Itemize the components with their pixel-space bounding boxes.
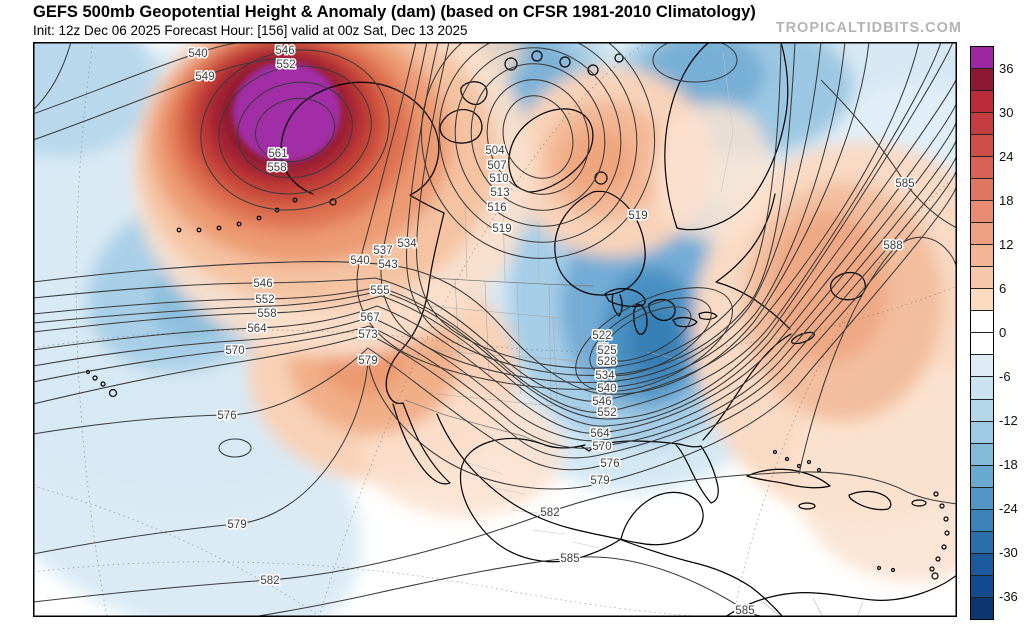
contour-label: 576: [217, 410, 236, 422]
contour-label: 513: [490, 187, 509, 199]
map-area: 540 549 546 552 561 558 546 552 558 564 570 576 579 5…: [33, 42, 957, 617]
colorbar-cell: [971, 47, 993, 69]
colorbar-cell: [971, 464, 993, 487]
colorbar-cell: [971, 310, 993, 333]
watermark: TROPICALTIDBITS.COM: [775, 20, 962, 36]
colorbar-tick: -30: [999, 545, 1018, 560]
contour-label: 582: [540, 507, 559, 519]
colorbar-cell: [971, 552, 993, 575]
contour-label: 510: [489, 173, 508, 185]
colorbar-tick: 24: [999, 149, 1014, 164]
geopotential-height-map: 5405495465525615585465525585645705765795…: [33, 42, 957, 617]
contour-label: 588: [883, 240, 902, 252]
colorbar-cell: [971, 244, 993, 267]
colorbar-cell: [971, 200, 993, 223]
contour-label: 519: [492, 223, 511, 235]
contour-label: 564: [247, 323, 267, 335]
colorbar-tick: 18: [999, 193, 1014, 208]
colorbar-cell: [971, 354, 993, 377]
colorbar-tick: -6: [999, 369, 1011, 384]
contour-label: 579: [358, 355, 377, 367]
colorbar-cell: [971, 134, 993, 157]
colorbar-cell: [971, 486, 993, 509]
contour-label: 558: [267, 162, 286, 174]
contour-label: 579: [590, 475, 609, 487]
colorbar: [970, 46, 994, 620]
contour-label: 534: [595, 370, 615, 382]
contour-label: 585: [735, 605, 754, 617]
contour-label: 585: [895, 178, 914, 190]
colorbar-cell: [971, 574, 993, 597]
contour-label: 525: [597, 345, 616, 357]
height-contours: [33, 42, 957, 617]
colorbar-cell: [971, 222, 993, 245]
colorbar-tick: -24: [999, 501, 1018, 516]
colorbar-cell: [971, 398, 993, 421]
colorbar-cell: [971, 508, 993, 531]
contour-label: 516: [487, 202, 506, 214]
colorbar-cell: [971, 442, 993, 465]
contour-label: 507: [487, 160, 506, 172]
colorbar-cell: [971, 266, 993, 289]
colorbar-cell: [971, 178, 993, 201]
colorbar-tick: 30: [999, 105, 1014, 120]
contour-label: 552: [255, 294, 274, 306]
contour-label: 534: [397, 238, 417, 250]
contour-label: 546: [253, 278, 272, 290]
colorbar-tick: 0: [999, 325, 1007, 340]
contour-label: 504: [485, 145, 505, 157]
colorbar-cell: [971, 90, 993, 113]
contour-label: 561: [268, 148, 287, 160]
contour-label: 519: [628, 210, 647, 222]
contour-label: 579: [227, 519, 246, 531]
contour-label: 558: [257, 308, 276, 320]
colorbar-tick: 36: [999, 61, 1014, 76]
contour-label: 585: [560, 553, 579, 565]
colorbar-cell: [971, 112, 993, 135]
contour-label: 552: [276, 59, 295, 71]
contour-label: 567: [360, 312, 379, 324]
colorbar-cell: [971, 596, 993, 619]
contour-label: 537: [373, 245, 392, 257]
init-forecast-line: Init: 12z Dec 06 2025 Forecast Hour: [15…: [33, 23, 468, 38]
colorbar-cell: [971, 68, 993, 91]
contour-label: 543: [378, 259, 397, 271]
colorbar-tick: 12: [999, 237, 1014, 252]
contour-label: MIN: [598, 343, 608, 349]
colorbar-tick: -18: [999, 457, 1018, 472]
colorbar-cell: [971, 420, 993, 443]
colorbar-cell: [971, 530, 993, 553]
colorbar-cell: [971, 332, 993, 355]
colorbar-cell: [971, 376, 993, 399]
anomaly-purple-core: [233, 62, 341, 162]
colorbar-tick: 6: [999, 281, 1007, 296]
contour-label: 549: [195, 71, 214, 83]
map-border: [33, 42, 957, 617]
contour-label: 576: [600, 458, 619, 470]
country-borders: [404, 277, 594, 446]
contour-label: 555: [370, 285, 389, 297]
contour-label: 570: [225, 345, 244, 357]
contour-label: 546: [275, 45, 294, 57]
contour-label: 540: [350, 255, 369, 267]
colorbar-tick: -12: [999, 413, 1018, 428]
colorbar-cell: [971, 288, 993, 311]
colorbar-tick: -36: [999, 589, 1018, 604]
anomaly-shading: [33, 42, 957, 617]
contour-label: 540: [597, 383, 616, 395]
contour-label: 546: [592, 396, 611, 408]
contour-label: 540: [188, 48, 207, 60]
colorbar-cell: [971, 156, 993, 179]
contour-label: 528: [597, 356, 616, 368]
contour-label: 570: [592, 441, 611, 453]
contour-label: 522: [592, 330, 611, 342]
contour-labels: 5405495465525615585465525585645705765795…: [187, 44, 916, 618]
graticule: [33, 42, 957, 617]
contour-label: 552: [597, 407, 616, 419]
contour-label: 573: [358, 329, 377, 341]
contour-label: 564: [590, 428, 610, 440]
page-title: GEFS 500mb Geopotential Height & Anomaly…: [33, 3, 756, 21]
contour-label: 582: [260, 575, 279, 587]
